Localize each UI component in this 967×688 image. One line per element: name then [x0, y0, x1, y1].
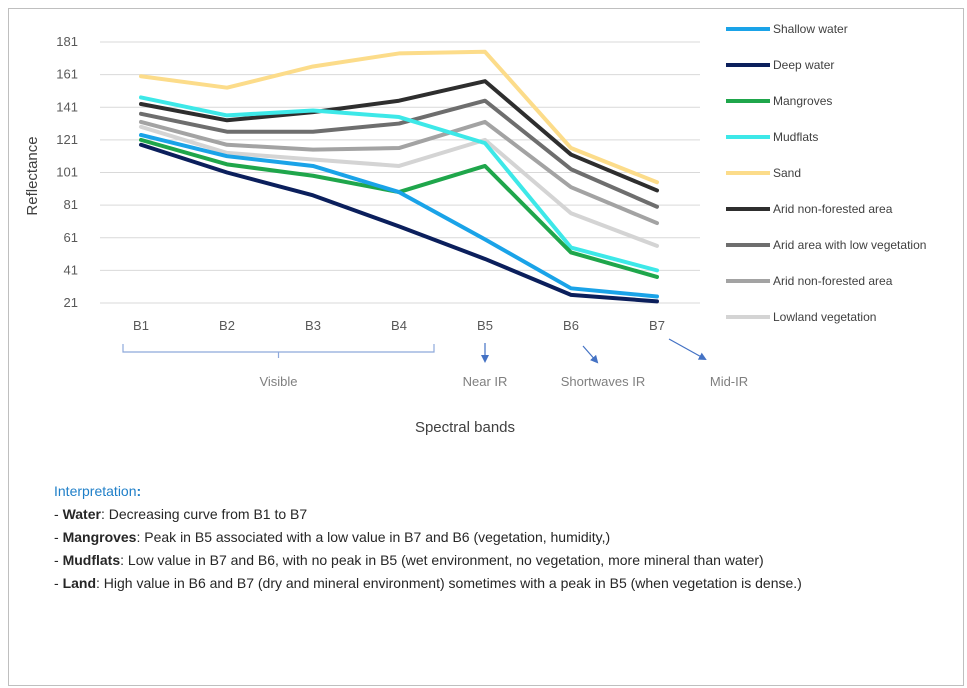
series-line	[139, 119, 659, 226]
y-tick-label: 181	[56, 34, 78, 49]
legend-entry: Arid area with low vegetation	[773, 238, 926, 252]
band-arrow	[668, 338, 707, 360]
y-tick-label: 81	[64, 197, 78, 212]
x-tick-label: B2	[219, 318, 235, 333]
interpretation-term: Mangroves	[62, 529, 137, 545]
figure-frame	[8, 8, 964, 686]
series-line	[139, 132, 659, 299]
legend-entry: Arid non-forested area	[773, 202, 893, 216]
series-line	[139, 49, 659, 185]
x-tick-label: B3	[305, 318, 321, 333]
series-line	[139, 79, 659, 193]
band-group-label: Mid-IR	[710, 374, 748, 389]
interpretation-item: - Water: Decreasing curve from B1 to B7	[54, 503, 944, 526]
interpretation-title: Interpretation	[54, 483, 137, 499]
interpretation-item: - Mangroves: Peak in B5 associated with …	[54, 526, 944, 549]
y-axis-title: Reflectance	[24, 136, 41, 215]
series-line	[139, 95, 659, 273]
interpretation-term: Land	[62, 575, 97, 591]
x-tick-label: B1	[133, 318, 149, 333]
interpretation-bullet: -	[54, 552, 63, 568]
interpretation-panel: Interpretation: - Water: Decreasing curv…	[54, 480, 944, 595]
legend-entry: Arid non-forested area	[773, 274, 893, 288]
legend-entry: Mudflats	[773, 130, 818, 144]
interpretation-bullet: -	[54, 575, 63, 591]
interpretation-heading: Interpretation:	[54, 480, 944, 503]
y-axis-ticks: 21 41 61 81 101 121 141 161 181	[56, 34, 78, 310]
y-tick-label: 21	[64, 295, 78, 310]
chart-gridlines	[100, 41, 700, 304]
band-group-label: Shortwaves IR	[561, 374, 646, 389]
band-arrow	[582, 345, 599, 364]
interpretation-title-colon: :	[136, 483, 142, 499]
y-tick-label: 41	[64, 262, 78, 277]
series-line	[139, 142, 659, 304]
x-axis-title: Spectral bands	[415, 419, 515, 436]
x-tick-label: B6	[563, 318, 579, 333]
band-group-label: Near IR	[463, 374, 508, 389]
interpretation-term: Mudflats	[62, 552, 121, 568]
interpretation-bullet: -	[54, 529, 63, 545]
y-tick-label: 61	[64, 230, 78, 245]
band-group-label: Visible	[259, 374, 297, 389]
x-axis-ticks: B1 B2 B3 B4 B5 B6 B7	[133, 318, 665, 333]
legend-entry: Sand	[773, 166, 801, 180]
interpretation-text: : Peak in B5 associated with a low value…	[136, 529, 611, 545]
interpretation-text: : Decreasing curve from B1 to B7	[100, 506, 308, 522]
x-tick-label: B4	[391, 318, 407, 333]
x-tick-label: B5	[477, 318, 493, 333]
y-tick-label: 141	[56, 99, 78, 114]
legend-entry: Lowland vegetation	[773, 310, 876, 324]
legend-entry: Shallow water	[773, 22, 848, 36]
y-tick-label: 121	[56, 132, 78, 147]
visible-bracket	[122, 344, 435, 358]
x-tick-label: B7	[649, 318, 665, 333]
series-line	[139, 137, 659, 279]
interpretation-bullet: -	[54, 506, 63, 522]
interpretation-text: : Low value in B7 and B6, with no peak i…	[120, 552, 764, 568]
y-tick-label: 161	[56, 67, 78, 82]
line-chart: 21 41 61 81 101 121 141 161 181 B1 B2 B3 B4 B5 B6 B7 S…	[24, 22, 926, 436]
interpretation-term: Water	[62, 506, 101, 522]
band-group-annotations: Visible Near IR Shortwaves IR Mid-IR	[122, 338, 748, 389]
interpretation-text: : High value in B6 and B7 (dry and miner…	[96, 575, 802, 591]
chart-series	[139, 49, 659, 304]
interpretation-list: - Water: Decreasing curve from B1 to B7-…	[54, 503, 944, 595]
legend-entry: Mangroves	[773, 94, 832, 108]
interpretation-item: - Land: High value in B6 and B7 (dry and…	[54, 572, 944, 595]
y-tick-label: 101	[56, 165, 78, 180]
interpretation-item: - Mudflats: Low value in B7 and B6, with…	[54, 549, 944, 572]
legend-entry: Deep water	[773, 58, 834, 72]
series-line	[139, 98, 659, 209]
chart-legend: Shallow water Deep water Mangroves Mudflats…	[726, 22, 926, 324]
series-line	[139, 124, 659, 248]
